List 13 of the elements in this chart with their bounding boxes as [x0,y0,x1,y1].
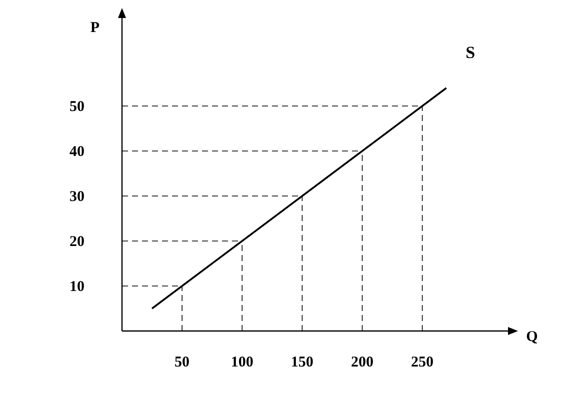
series-label: S [466,43,476,62]
x-tick-label: 200 [351,354,374,371]
y-tick-label: 30 [70,188,84,205]
x-axis-title: Q [526,329,538,345]
y-axis-title: P [90,20,100,36]
x-tick-label: 50 [174,354,190,371]
y-tick-label: 50 [70,98,84,115]
y-tick-label: 10 [70,278,84,295]
y-tick-label: 40 [70,144,84,160]
x-tick-label: 100 [230,354,254,371]
x-tick-label: 150 [290,354,314,371]
y-tick-label: 20 [70,234,84,250]
x-tick-label: 250 [411,354,434,371]
